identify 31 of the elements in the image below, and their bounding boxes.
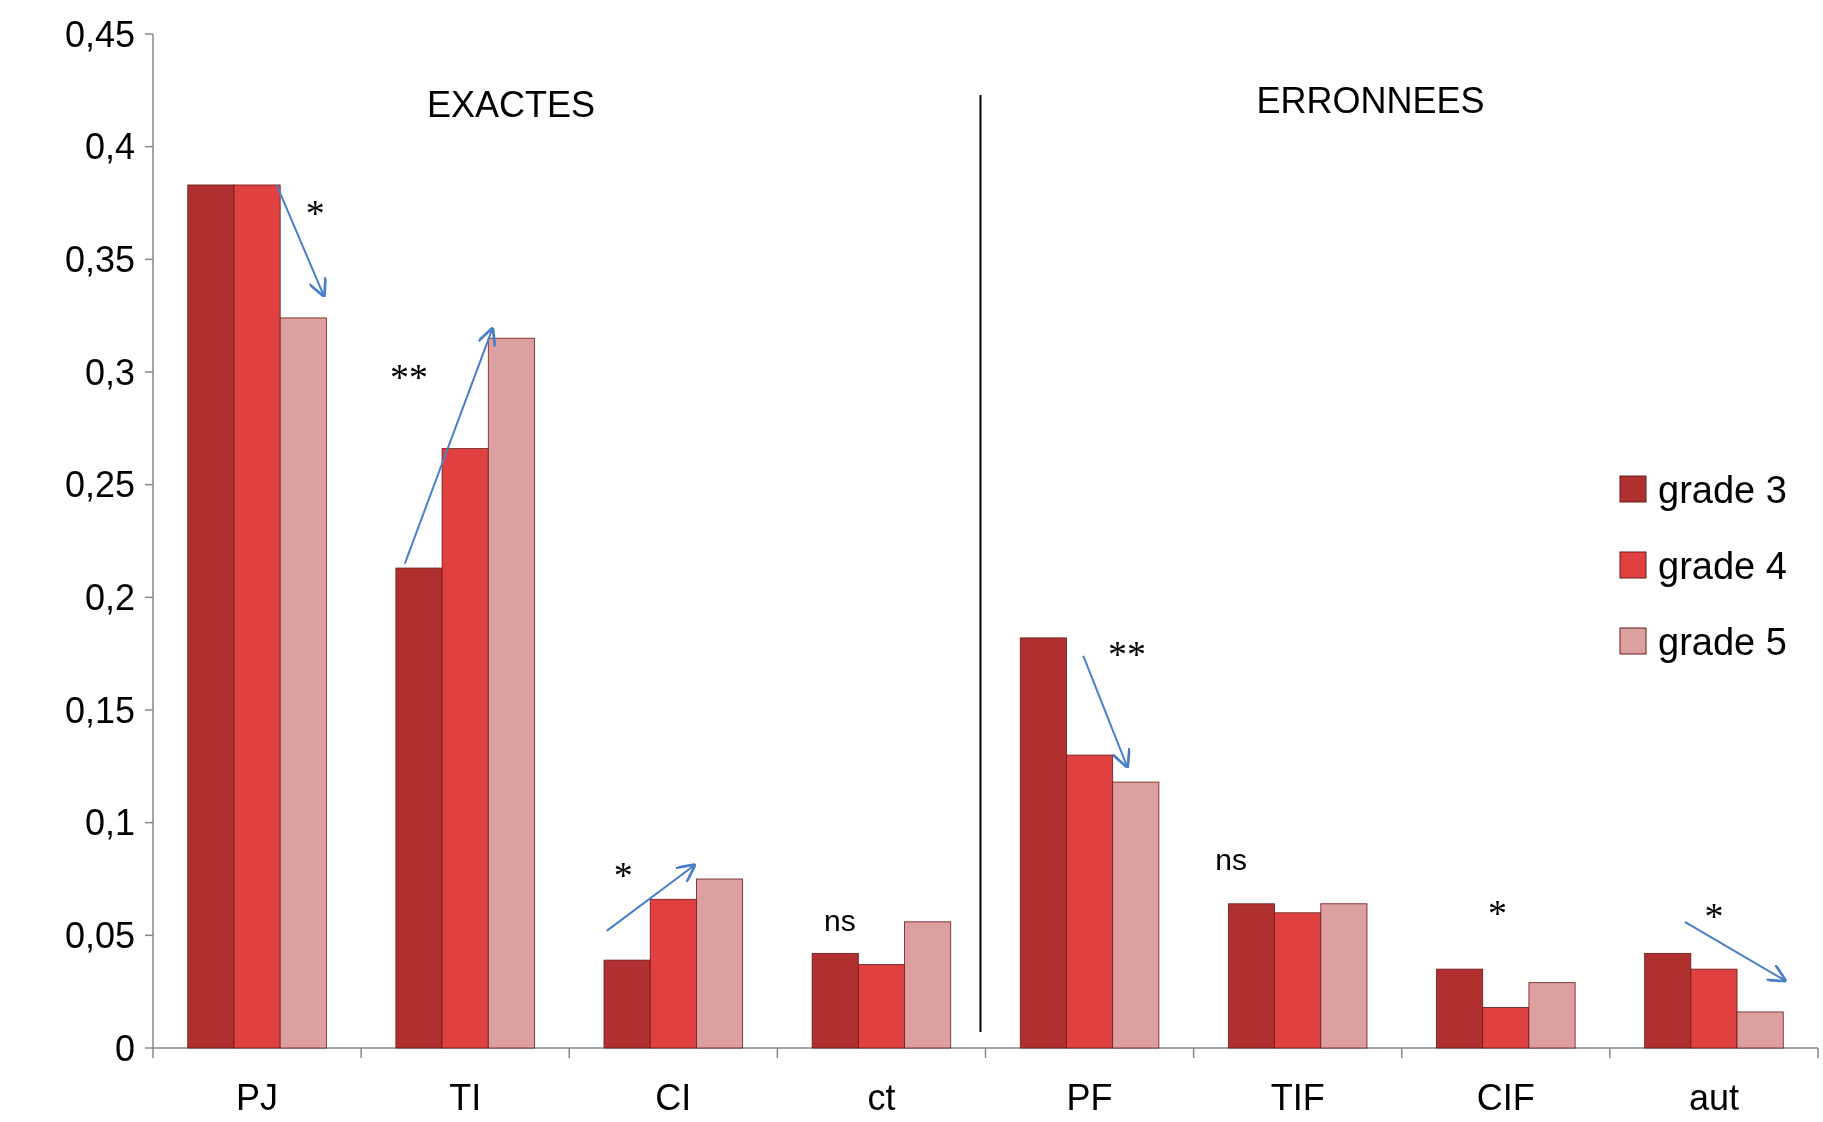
legend-label: grade 3 [1658,469,1787,512]
x-tick-label: TI [449,1077,482,1118]
annotation: EXACTES [426,84,595,126]
annotation: * [1704,894,1724,937]
annotation: * [305,191,325,234]
y-tick-label: 0,05 [64,914,135,956]
x-tick-label: ct [867,1077,896,1118]
annotation: ns [1215,842,1247,876]
annotation: * [613,854,633,897]
legend-label: grade 5 [1658,621,1787,664]
y-tick-label: 0,45 [64,13,135,55]
x-tick-label: PJ [236,1077,279,1118]
annotation: ERRONNEES [1256,79,1485,121]
annotation: ns [823,903,856,937]
legend-label: grade 4 [1658,545,1787,588]
x-tick-label: PF [1066,1077,1113,1118]
y-tick-label: 0 [114,1027,135,1069]
annotation: ** [389,356,428,399]
annotation: * [1487,892,1507,935]
x-tick-label: CI [655,1077,692,1118]
y-tick-label: 0,1 [84,802,135,844]
y-tick-label: 0,35 [64,238,135,280]
y-tick-label: 0,4 [84,126,135,168]
x-tick-label: TIF [1270,1077,1325,1118]
x-tick-label: aut [1688,1077,1739,1118]
annotation: ** [1108,633,1147,676]
y-tick-label: 0,3 [84,351,135,393]
x-tick-label: CIF [1476,1077,1535,1118]
y-tick-label: 0,2 [84,576,135,618]
y-tick-label: 0,25 [64,464,135,506]
y-tick-label: 0,15 [64,689,135,731]
